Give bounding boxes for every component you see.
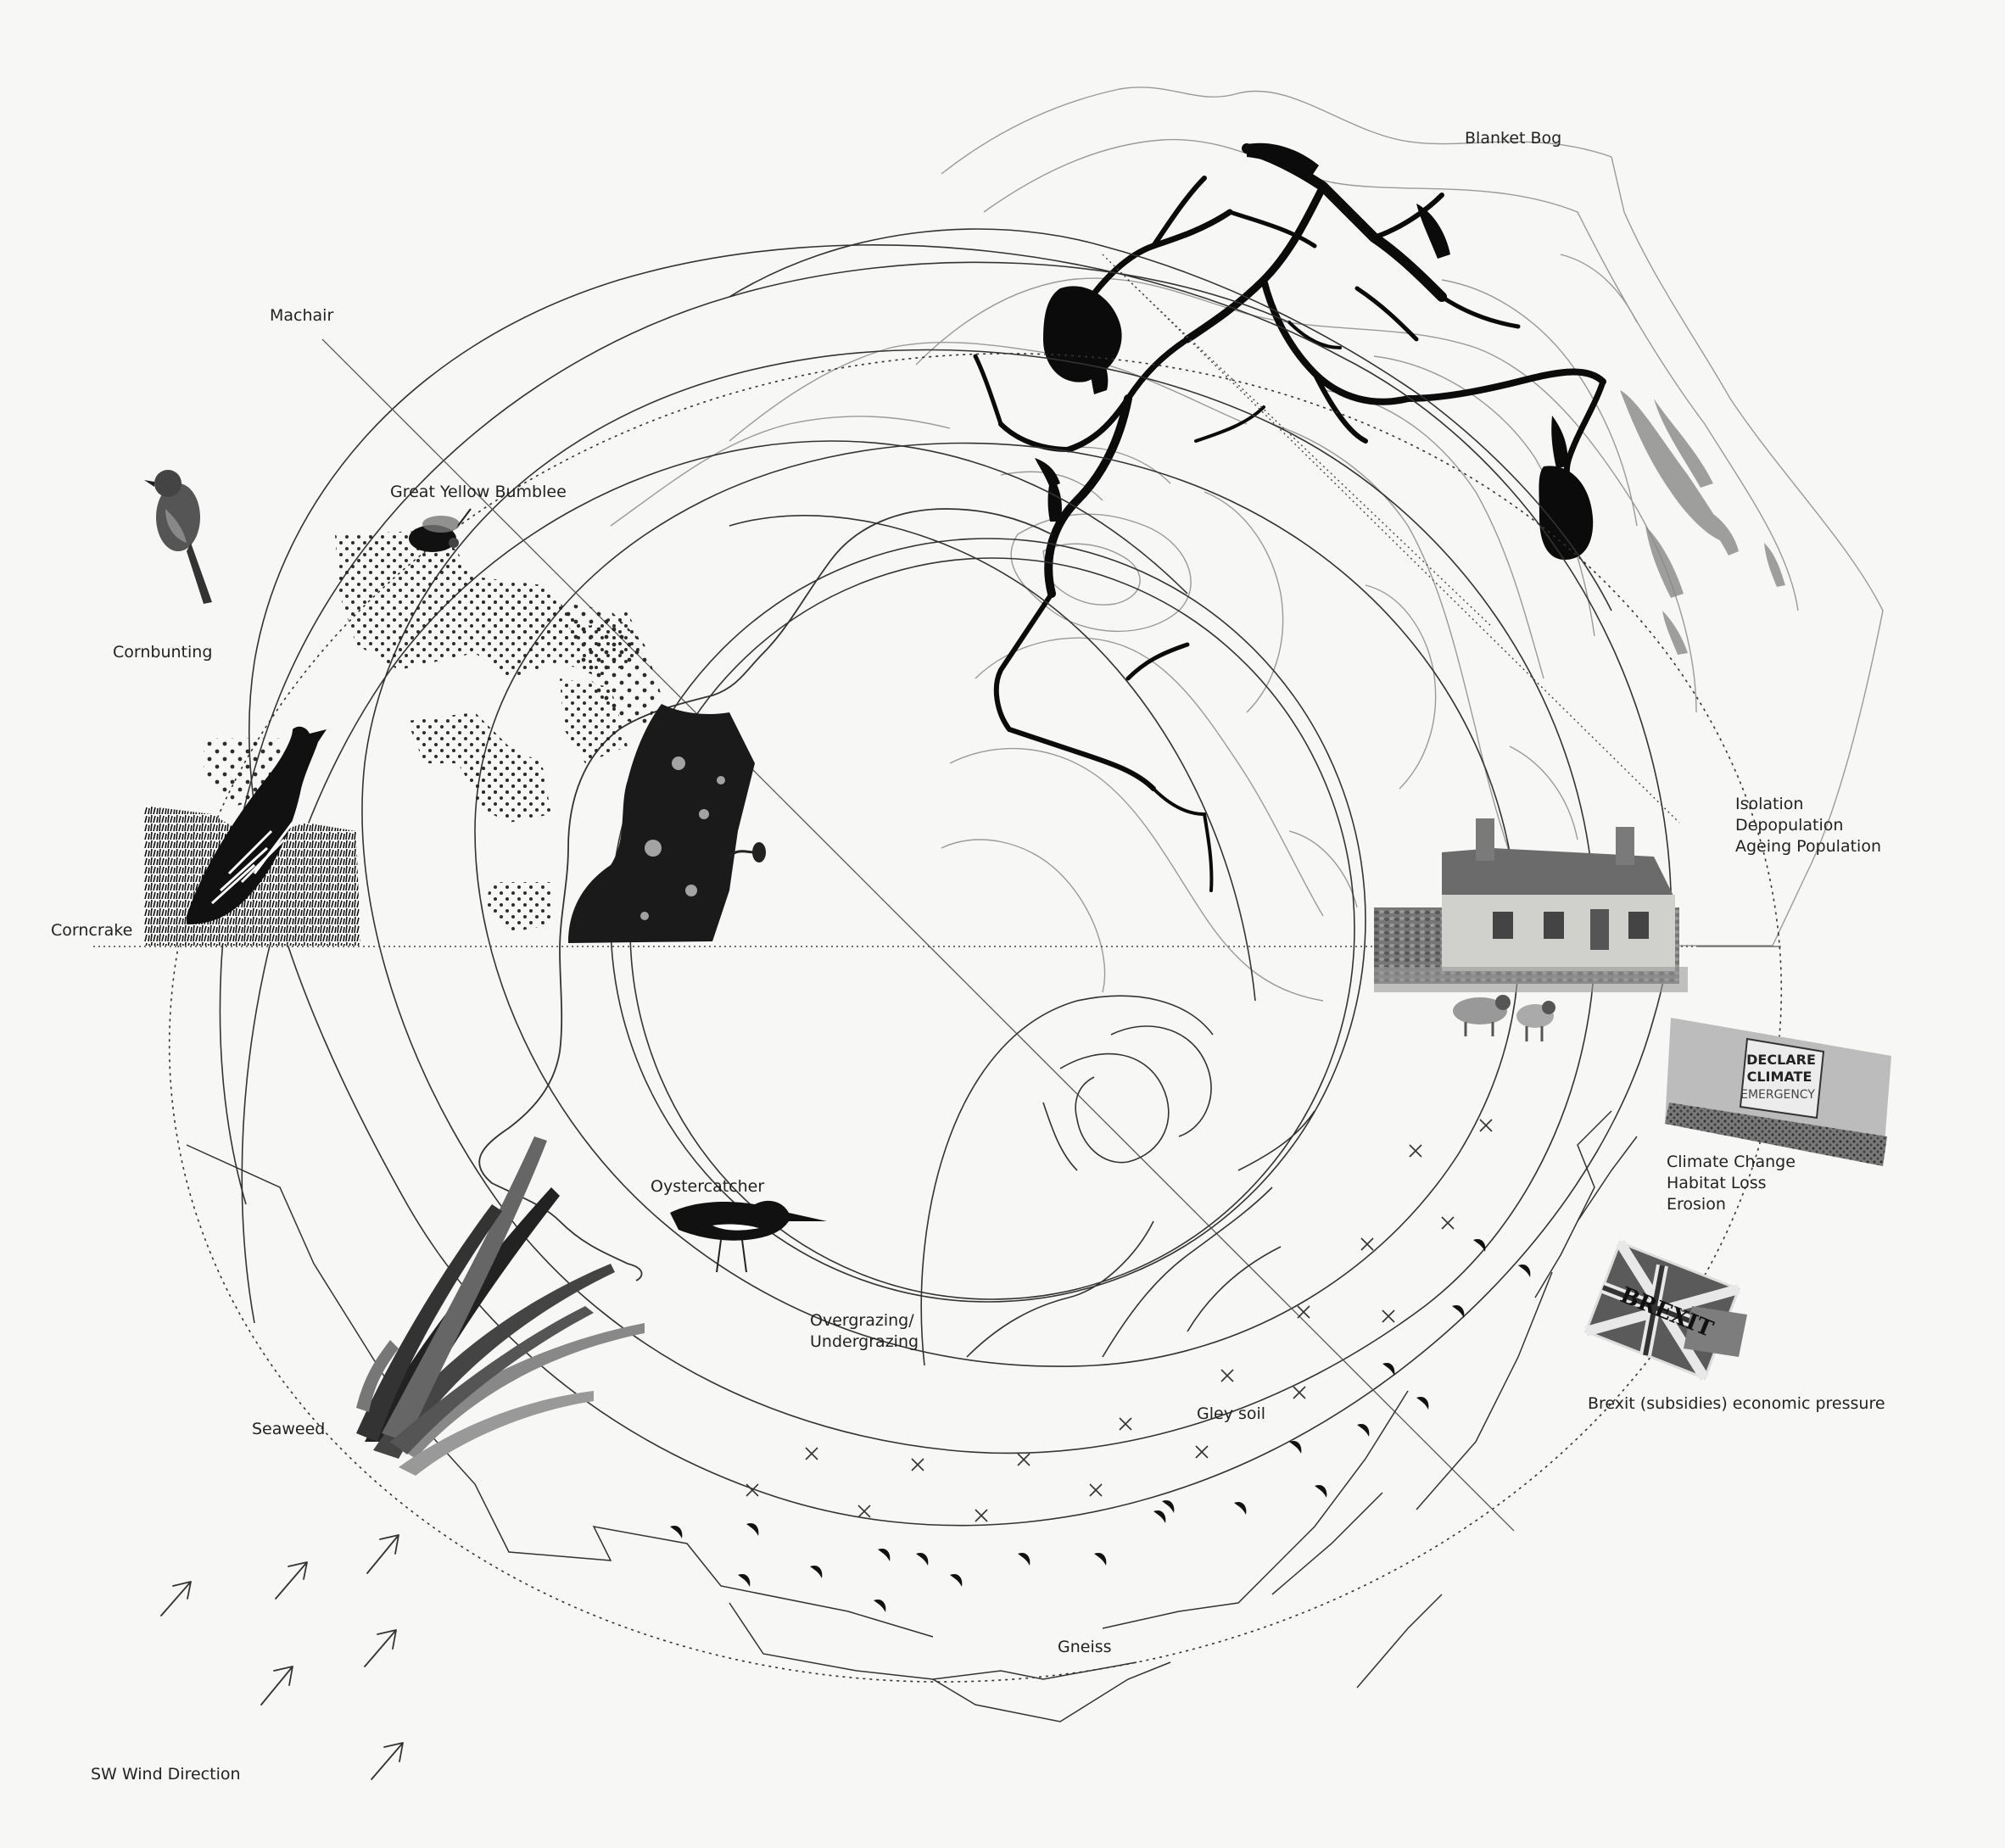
label-cornbunting: Cornbunting [113, 643, 213, 662]
label-oystercatcher: Oystercatcher [651, 1177, 765, 1196]
label-brexit-pressure: Brexit (subsidies) economic pressure [1588, 1394, 1885, 1413]
bumblebee-image [409, 508, 472, 552]
label-seaweed: Seaweed [252, 1420, 326, 1438]
label-social-pressures: Isolation Depopulation Ageing Population [1735, 794, 1881, 857]
label-gley-soil: Gley soil [1197, 1404, 1266, 1423]
oystercatcher-image [670, 1200, 827, 1273]
label-depopulation: Depopulation [1735, 816, 1844, 835]
label-erosion: Erosion [1667, 1195, 1726, 1214]
machair-grass-highlights [640, 757, 725, 920]
climate-protest-image [1665, 1018, 1891, 1166]
seaweed-image [356, 1136, 645, 1476]
rings [168, 244, 1783, 1683]
label-isolation: Isolation [1735, 795, 1804, 813]
label-great-yellow-bumblee: Great Yellow Bumblee [390, 483, 567, 501]
brexit-flag-image [1584, 1239, 1747, 1382]
label-climate-change: Climate Change [1667, 1153, 1796, 1171]
placard-line-3: EMERGENCY [1740, 1088, 1815, 1102]
label-overgrazing: Overgrazing/ Undergrazing [810, 1310, 919, 1353]
placard-line-1: DECLARE [1746, 1052, 1816, 1068]
gneiss-strata [186, 1110, 1638, 1722]
label-climate-pressures: Climate Change Habitat Loss Erosion [1667, 1152, 1796, 1215]
label-gneiss: Gneiss [1058, 1638, 1112, 1656]
corncrake-image [144, 726, 360, 946]
thin-guides [321, 338, 1781, 1532]
contour-map [610, 87, 1884, 1002]
machair-grass-slab [568, 704, 755, 943]
bog-pools [1035, 142, 1594, 560]
label-habitat-loss: Habitat Loss [1667, 1174, 1767, 1192]
label-blanket-bog: Blanket Bog [1465, 129, 1562, 148]
label-corncrake: Corncrake [51, 921, 133, 940]
coastline-detail [920, 995, 1315, 1366]
cottage-image [1374, 818, 1688, 1041]
label-overgrazing-line-2: Undergrazing [810, 1332, 919, 1351]
rocky-coast [1620, 390, 1785, 655]
wind-arrows [160, 1534, 404, 1780]
label-sw-wind-direction: SW Wind Direction [91, 1765, 241, 1784]
gley-soil-crosses [746, 1119, 1493, 1522]
crescent-marks [670, 1238, 1531, 1612]
machair-stipple [204, 530, 662, 933]
label-overgrazing-line-1: Overgrazing/ [810, 1311, 914, 1330]
blanket-bog-network [973, 143, 1606, 892]
cornbunting-image [144, 470, 212, 604]
placard-line-2: CLIMATE [1747, 1069, 1812, 1085]
label-ageing-population: Ageing Population [1735, 837, 1881, 856]
label-machair: Machair [270, 306, 334, 325]
